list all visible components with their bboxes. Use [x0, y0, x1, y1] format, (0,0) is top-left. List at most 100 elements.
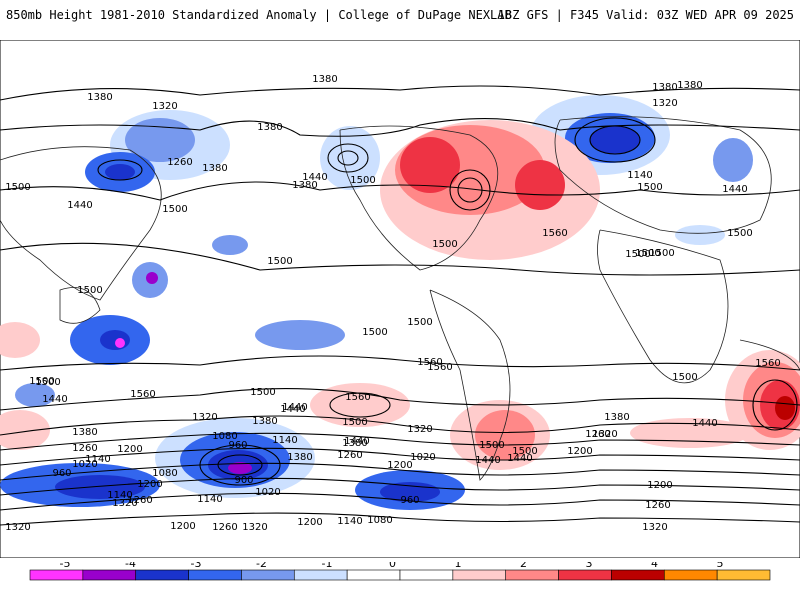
contour-label: 1380: [252, 416, 277, 427]
contour-label: 1500: [637, 182, 662, 193]
contour-label: 1320: [592, 429, 617, 440]
contour-label: 1260: [585, 429, 610, 440]
contour-label: 1560: [130, 389, 155, 400]
contour-label: 1140: [337, 516, 362, 527]
contour-label: 1500: [77, 285, 102, 296]
colorbar-segment: [188, 569, 242, 581]
contour-label: 1500: [479, 440, 504, 451]
contour-label: 1320: [652, 98, 677, 109]
contour-label: 1380: [312, 74, 337, 85]
contour-label: 1260: [212, 522, 237, 533]
contour-label: 1200: [647, 480, 672, 491]
colorbar-tick-label: 4: [651, 562, 658, 570]
colorbar-tick-label: 3: [586, 562, 593, 570]
colorbar-tick-label: 1: [455, 562, 462, 570]
contour-label: 1320: [152, 101, 177, 112]
contour-label: 1140: [107, 490, 132, 501]
contour-label: 1500: [342, 417, 367, 428]
contour-label: 1500: [362, 327, 387, 338]
contour-label: 1440: [302, 172, 327, 183]
map-header: 850mb Height 1981-2010 Standardized Anom…: [0, 0, 800, 30]
colorbar-segment: [293, 569, 348, 581]
contour-label: 1500: [512, 446, 537, 457]
colorbar-segment: [611, 569, 665, 581]
contour-label: 1380: [677, 80, 702, 91]
colorbar-segment: [505, 569, 559, 581]
contour-label: 1380: [287, 452, 312, 463]
contour-label: 1440: [475, 455, 500, 466]
contour-label: 1260: [645, 500, 670, 511]
colorbar-tick-label: -3: [191, 562, 202, 570]
contour-label: 1380: [342, 438, 367, 449]
contour-label: 1500: [672, 372, 697, 383]
contour-label: 1200: [170, 521, 195, 532]
contour-label: 1020: [410, 452, 435, 463]
contour-label: 1380: [202, 163, 227, 174]
contour-label: 1440: [42, 394, 67, 405]
colorbar-svg: -5 -4 -3 -2 -1 0 1 2 3 4 5: [29, 557, 771, 581]
contour-label: 1500: [727, 228, 752, 239]
model-run-info: 18Z GFS | F345 Valid: 03Z WED APR 09 202…: [497, 8, 794, 22]
contour-label: 1440: [67, 200, 92, 211]
contour-label: 1500: [267, 256, 292, 267]
anomaly-shading: [0, 95, 800, 510]
contour-label: 1440: [507, 453, 532, 464]
contour-label: 1440: [280, 404, 305, 415]
colorbar-tick-label: 5: [717, 562, 724, 570]
colorbar-tick-label: 2: [520, 562, 527, 570]
contour-label: 960: [52, 468, 71, 479]
contour-label: 1140: [627, 170, 652, 181]
colorbar-tick-label: -1: [322, 562, 333, 570]
contour-label: 1200: [387, 460, 412, 471]
contour-label: 1560: [345, 392, 370, 403]
contour-label: 1140: [197, 494, 222, 505]
contour-label: 1440: [282, 402, 307, 413]
contour-label: 1260: [72, 443, 97, 454]
contour-label: 1380: [292, 180, 317, 191]
contour-label: 1380: [652, 82, 677, 93]
contour-label: 1500: [29, 376, 54, 387]
contour-label: 1320: [192, 412, 217, 423]
colorbar-tick-label: 0: [389, 562, 396, 570]
contour-label: 1140: [85, 454, 110, 465]
colorbar-segments: [29, 569, 771, 581]
contour-label: 1200: [137, 479, 162, 490]
contour-label: 960: [228, 440, 247, 451]
contour-label: 1380: [72, 427, 97, 438]
contour-label: 1080: [212, 431, 237, 442]
contour-label: 1560: [417, 357, 442, 368]
contour-label: 1320: [242, 522, 267, 533]
contour-label: 1200: [567, 446, 592, 457]
contour-label: 1500: [5, 182, 30, 193]
contour-label: 1200: [117, 444, 142, 455]
contour-label: 1440: [692, 418, 717, 429]
colorbar-segment: [558, 569, 612, 581]
colorbar-segment: [716, 569, 771, 581]
colorbar-segment: [241, 569, 295, 581]
contour-label: 1020: [72, 459, 97, 470]
colorbar-tick-label: -2: [256, 562, 267, 570]
contour-label: 1380: [257, 122, 282, 133]
contour-label: 1320: [5, 522, 30, 533]
contour-label: 1500: [162, 204, 187, 215]
contour-label: 1500: [350, 175, 375, 186]
contour-label: 1500: [432, 239, 457, 250]
colorbar-segment: [29, 569, 84, 581]
colorbar-segment: [82, 569, 137, 581]
anomaly-colorbar: -5 -4 -3 -2 -1 0 1 2 3 4 5: [0, 557, 800, 600]
contour-label: 1500: [635, 248, 660, 259]
contour-label: 1320: [642, 522, 667, 533]
contour-label: 1440: [722, 184, 747, 195]
contour-label: 1320: [112, 498, 137, 509]
colorbar-ticks: -5 -4 -3 -2 -1 0 1 2 3 4 5: [60, 557, 724, 570]
contour-label: 1020: [255, 487, 280, 498]
contour-label: 1260: [167, 157, 192, 168]
contour-label: 1500: [250, 387, 275, 398]
colorbar-segment: [346, 569, 401, 581]
contour-label: 1080: [152, 468, 177, 479]
product-title: 850mb Height 1981-2010 Standardized Anom…: [6, 8, 512, 22]
colorbar-segment: [135, 569, 189, 581]
contour-label: 1380: [87, 92, 112, 103]
